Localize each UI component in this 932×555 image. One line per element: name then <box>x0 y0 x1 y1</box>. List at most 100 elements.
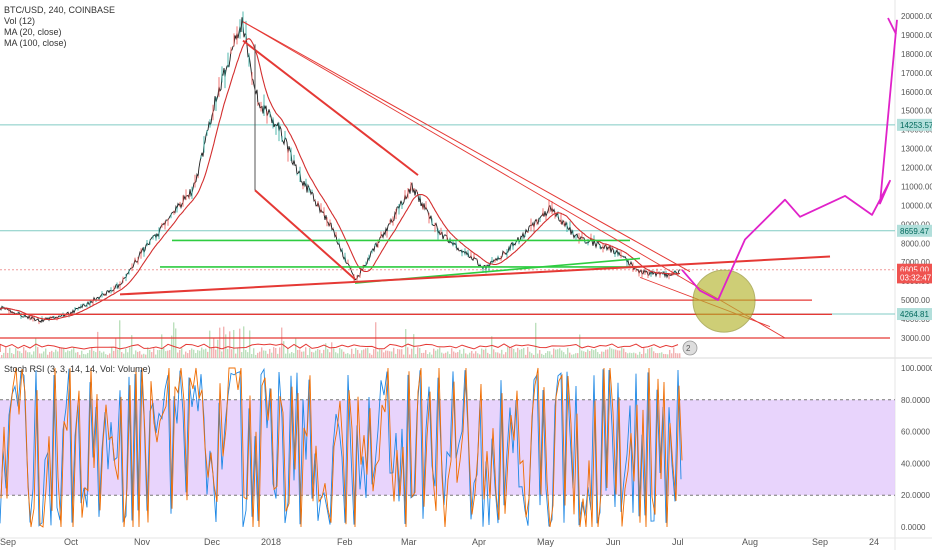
time-tick-label: Feb <box>337 537 353 547</box>
volume-bar <box>175 328 177 358</box>
volume-bar <box>43 351 45 358</box>
volume-bar <box>335 352 337 358</box>
time-tick-label: May <box>537 537 555 547</box>
volume-bar <box>75 352 77 358</box>
volume-bar <box>407 347 409 358</box>
rsi-tick-label: 40.0000 <box>901 459 930 468</box>
rsi-label[interactable]: Stoch RSI (3, 3, 14, 14, Vol: Volume) <box>4 364 151 374</box>
volume-bar <box>675 353 677 358</box>
volume-bar <box>531 353 533 358</box>
volume-bar <box>187 353 189 358</box>
price-tag-label: 6605.00 <box>900 266 929 275</box>
volume-bar <box>203 349 205 358</box>
volume-bar <box>467 354 469 358</box>
volume-bar <box>445 352 447 358</box>
volume-bar <box>295 338 297 358</box>
volume-bar <box>443 353 445 358</box>
volume-bar <box>493 349 495 358</box>
volume-bar <box>79 354 81 358</box>
volume-bar <box>507 347 509 358</box>
volume-bar <box>499 353 501 358</box>
volume-bar <box>117 349 119 358</box>
volume-bar <box>513 348 515 358</box>
volume-bar <box>409 354 411 358</box>
volume-bar <box>487 352 489 358</box>
volume-bar <box>143 353 145 358</box>
rsi-legend[interactable]: Stoch RSI (3, 3, 14, 14, Vol: Volume) <box>4 364 151 375</box>
volume-bar <box>339 348 341 358</box>
price-tick-label: 17000.00 <box>901 69 932 78</box>
volume-bar <box>267 353 269 358</box>
volume-bar <box>69 351 71 358</box>
volume-bar <box>119 320 121 358</box>
volume-bar <box>259 351 261 358</box>
volume-bar <box>403 354 405 358</box>
volume-bar <box>565 354 567 358</box>
volume-bar <box>307 354 309 358</box>
volume-bar <box>135 350 137 358</box>
volume-bar <box>639 351 641 358</box>
volume-bar <box>315 350 317 358</box>
volume-bar <box>401 349 403 358</box>
volume-bar <box>27 352 29 358</box>
volume-badge-label: 2 <box>686 344 691 353</box>
volume-bar <box>299 349 301 358</box>
volume-bar <box>603 351 605 358</box>
volume-bar <box>455 352 457 358</box>
rising-trendline <box>119 255 831 296</box>
ma20-label[interactable]: MA (20, close) <box>4 27 62 37</box>
volume-bar <box>545 353 547 358</box>
volume-bar <box>459 349 461 358</box>
volume-bar <box>139 351 141 358</box>
volume-bar <box>219 327 221 358</box>
volume-bar <box>441 352 443 358</box>
ma100-label[interactable]: MA (100, close) <box>4 38 67 48</box>
volume-bar <box>289 353 291 358</box>
symbol-label[interactable]: BTC/USD, 240, COINBASE <box>4 5 116 15</box>
volume-bar <box>345 353 347 358</box>
volume-bar <box>137 351 139 358</box>
volume-bar <box>285 353 287 358</box>
time-tick-label: Mar <box>401 537 417 547</box>
volume-bar <box>609 347 611 358</box>
volume-bar <box>569 352 571 358</box>
volume-bar <box>381 349 383 358</box>
volume-bar <box>19 351 21 358</box>
volume-bar <box>333 348 335 358</box>
volume-bar <box>453 351 455 358</box>
volume-bar <box>325 343 327 358</box>
volume-bar <box>3 352 5 358</box>
volume-bar <box>363 349 365 358</box>
volume-bar <box>667 354 669 358</box>
volume-bar <box>645 353 647 358</box>
volume-bar <box>485 348 487 358</box>
volume-bar <box>145 354 147 358</box>
volume-bar <box>67 350 69 358</box>
volume-bar <box>249 330 251 358</box>
volume-bar <box>671 353 673 358</box>
volume-bar <box>277 353 279 358</box>
volume-bar <box>263 350 265 358</box>
price-tag-label: 14253.57 <box>900 121 932 130</box>
volume-bar <box>209 330 211 358</box>
price-tick-label: 20000.00 <box>901 12 932 21</box>
volume-bar <box>643 347 645 358</box>
volume-bar <box>47 354 49 358</box>
price-tick-label: 16000.00 <box>901 88 932 97</box>
volume-bar <box>243 326 245 358</box>
volume-bar <box>319 349 321 358</box>
volume-bar <box>563 352 565 358</box>
chart-legend: BTC/USD, 240, COINBASE Vol (12) MA (20, … <box>4 5 115 49</box>
vol-label[interactable]: Vol (12) <box>4 16 36 26</box>
volume-bar <box>327 349 329 358</box>
volume-bar <box>647 349 649 358</box>
volume-bar <box>241 352 243 358</box>
volume-bar <box>173 322 175 358</box>
volume-bar <box>375 322 377 358</box>
volume-bar <box>355 348 357 358</box>
volume-bar <box>553 348 555 358</box>
price-tick-label: 8000.00 <box>901 239 930 248</box>
rsi-tick-label: 60.0000 <box>901 428 930 437</box>
volume-bar <box>45 348 47 358</box>
volume-bar <box>475 351 477 358</box>
